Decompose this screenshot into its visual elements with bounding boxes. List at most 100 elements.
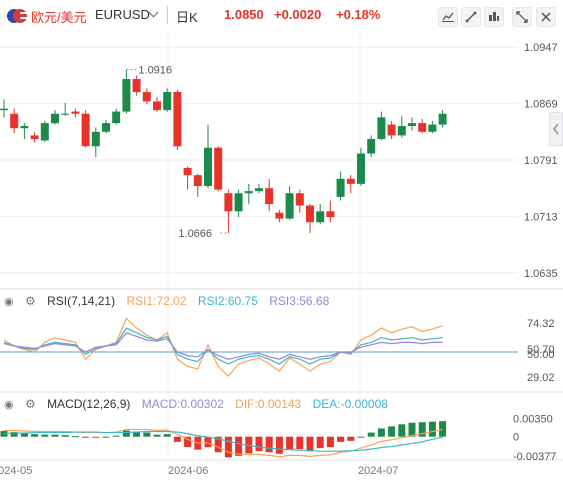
macd-histogram-bar	[316, 436, 324, 449]
macd-histogram-bar	[337, 436, 345, 442]
macd-value: MACD:0.00302	[141, 397, 224, 411]
fullscreen-icon[interactable]	[512, 7, 532, 27]
chart-header: 欧元/美元 EURUSD 日K 1.0850 +0.0020 +0.18%	[0, 0, 563, 32]
line-chart-icon[interactable]	[438, 7, 458, 27]
macd-histogram-bar	[306, 436, 314, 452]
collapse-panel-button[interactable]	[549, 112, 563, 146]
macd-histogram-bar	[133, 431, 141, 437]
y-tick-label: 1.0869	[524, 99, 558, 111]
y-tick-label: 1.0947	[524, 42, 558, 54]
candle-body	[418, 123, 427, 132]
close-icon[interactable]	[536, 7, 556, 27]
rsi-tick-label: 50.70	[527, 344, 555, 356]
candle-body	[346, 178, 355, 184]
macd-histogram-bar	[143, 432, 151, 437]
macd-legend: ◉ ⚙ MACD(12,26,9) MACD:0.00302 DIF:0.001…	[4, 397, 396, 411]
rsi2-line	[3, 327, 443, 365]
y-tick-label: 1.0791	[524, 155, 558, 167]
macd-histogram-bar	[0, 431, 8, 437]
pair-name: 欧元/美元	[31, 10, 87, 25]
macd-histogram-bar	[41, 434, 49, 437]
eye-icon[interactable]: ◉	[4, 399, 14, 411]
candle-body	[224, 193, 233, 212]
macd-histogram-bar	[398, 424, 406, 437]
candle-body	[316, 211, 325, 223]
macd-histogram-bar	[204, 436, 212, 448]
rsi-legend: ◉ ⚙ RSI(7,14,21) RSI1:72.02 RSI2:60.75 R…	[4, 294, 337, 308]
candle-body	[102, 123, 110, 132]
candle-body	[428, 124, 437, 132]
macd-histogram-bar	[367, 432, 375, 437]
candle-body	[387, 124, 396, 136]
eye-icon[interactable]: ◉	[4, 296, 14, 308]
candle-body	[275, 212, 284, 219]
macd-histogram-bar	[286, 436, 294, 450]
low-price-label: 1.0666	[178, 228, 212, 240]
candle-body	[397, 126, 406, 136]
last-price: 1.0850	[224, 7, 264, 22]
candle-body	[91, 131, 100, 147]
macd-histogram-bar	[388, 426, 396, 437]
candle-body	[285, 193, 294, 219]
macd-histogram-bar	[326, 436, 334, 448]
candle-body	[244, 191, 253, 194]
settings-icon[interactable]: ⚙	[24, 294, 36, 308]
dif-value: DIF:0.00143	[235, 397, 302, 411]
draw-icon[interactable]	[461, 7, 481, 27]
candle-body	[142, 92, 151, 102]
candle-body	[10, 113, 19, 129]
x-tick-label: 2024-05	[0, 465, 32, 477]
high-price-label: 1.0916	[138, 65, 172, 77]
macd-histogram-bar	[122, 430, 130, 437]
rsi-tick-label: 50.00	[527, 349, 555, 361]
y-tick-label: 1.0713	[524, 211, 558, 223]
chevron-left-icon	[553, 123, 559, 135]
symbol: EURUSD	[95, 7, 150, 22]
dea-line	[3, 430, 443, 452]
macd-histogram-bar	[92, 436, 100, 438]
macd-histogram-bar	[428, 421, 436, 437]
divider	[167, 6, 168, 24]
candle-body	[51, 113, 59, 124]
candle-body	[295, 193, 304, 206]
rsi-tick-label: 74.32	[527, 318, 555, 330]
x-tick-label: 2024-06	[168, 465, 208, 477]
candle-body	[193, 175, 202, 187]
x-tick-label: 2024-07	[358, 465, 398, 477]
candle-body	[0, 108, 8, 111]
macd-label: MACD(12,26,9)	[47, 397, 131, 411]
rsi1-value: RSI1:72.02	[126, 294, 187, 308]
macd-histogram-bar	[357, 436, 365, 438]
candle-body	[234, 193, 243, 212]
macd-histogram-bar	[153, 434, 161, 437]
candle-body	[153, 101, 161, 111]
candle-body	[20, 126, 29, 129]
macd-histogram-bar	[275, 436, 283, 454]
settings-icon[interactable]: ⚙	[24, 397, 36, 411]
candle-body	[132, 79, 141, 93]
macd-histogram-bar	[184, 436, 192, 448]
macd-histogram-bar	[82, 436, 90, 438]
price-change-pct: +0.18%	[336, 7, 381, 22]
macd-histogram-bar	[10, 432, 18, 437]
dif-line	[4, 428, 443, 458]
macd-histogram-bar	[71, 436, 79, 438]
dea-value: DEA:-0.00008	[312, 397, 388, 411]
candle-body	[438, 113, 447, 125]
period-selector[interactable]: 日K	[176, 10, 198, 25]
candle-body	[112, 111, 121, 124]
candle-body	[306, 205, 314, 223]
candle-body	[40, 123, 49, 141]
macd-histogram-bar	[255, 436, 263, 452]
candle-body	[367, 139, 376, 154]
macd-histogram-bar	[439, 421, 447, 437]
candle-body	[30, 135, 39, 140]
rsi3-line	[3, 332, 443, 360]
macd-histogram-bar	[112, 435, 120, 437]
indicator-icon[interactable]	[484, 7, 504, 27]
macd-histogram-bar	[224, 436, 232, 458]
macd-tick-label: -0.00377	[513, 451, 556, 463]
candle-body	[326, 211, 335, 218]
candle-body	[173, 92, 182, 147]
